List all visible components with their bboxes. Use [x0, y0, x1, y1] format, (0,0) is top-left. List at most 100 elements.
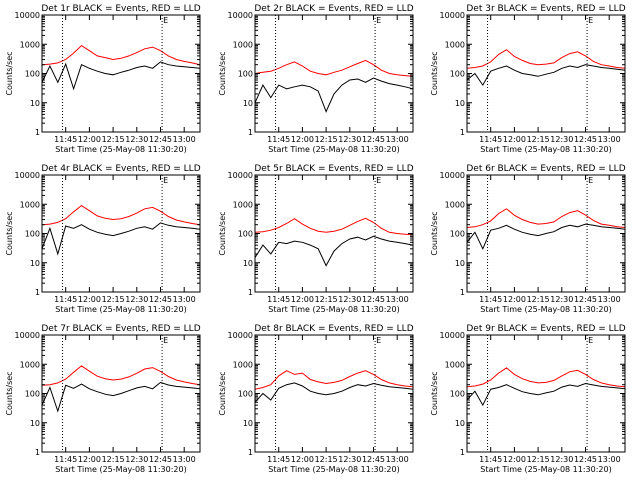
- marker-label: E: [376, 336, 381, 345]
- y-tick-label: 100: [238, 230, 253, 239]
- y-tick-label: 10: [243, 419, 253, 428]
- y-tick-label: 1: [248, 288, 253, 297]
- series-lld-line: [41, 204, 201, 226]
- x-tick-label: 11:45: [54, 135, 77, 144]
- x-axis-label: Start Time (25-May-08 11:30:20): [480, 305, 611, 314]
- y-tick-label: 1: [460, 448, 465, 457]
- y-tick-label: 10: [30, 419, 40, 428]
- x-tick-label: 12:45: [574, 295, 597, 304]
- y-axis-label: Counts/sec: [5, 51, 14, 95]
- x-tick-label: 12:30: [338, 455, 361, 464]
- x-tick-label: 11:45: [267, 455, 290, 464]
- y-tick-label: 10000: [440, 11, 465, 20]
- series-lld-line: [41, 365, 201, 386]
- series-events-line: [41, 61, 201, 91]
- series-events-line: [254, 77, 414, 113]
- marker-label: E: [376, 176, 381, 185]
- y-axis-label: Counts/sec: [430, 51, 439, 95]
- y-axis-label: Counts/sec: [218, 371, 227, 415]
- x-tick-label: 12:15: [102, 295, 125, 304]
- x-axis-label: Start Time (25-May-08 11:30:20): [268, 145, 399, 154]
- series-lld-line: [466, 49, 626, 69]
- panel-title: Det 4r BLACK = Events, RED = LLD: [41, 164, 200, 174]
- x-tick-label: 11:45: [479, 295, 502, 304]
- y-tick-label: 10000: [440, 331, 465, 340]
- y-tick-label: 1: [35, 288, 40, 297]
- y-tick-label: 1: [460, 128, 465, 137]
- x-axis-label: Start Time (25-May-08 11:30:20): [268, 305, 399, 314]
- marker-label: E: [163, 336, 168, 345]
- series-events-line: [41, 222, 201, 256]
- x-tick-label: 12:30: [125, 455, 148, 464]
- y-tick-label: 1000: [20, 200, 40, 209]
- marker-label: E: [163, 16, 168, 25]
- panel-det-9: Det 9r BLACK = Events, RED = LLD E 1 10 100 1…: [430, 324, 626, 474]
- x-tick-label: 12:15: [102, 455, 125, 464]
- panel-title: Det 2r BLACK = Events, RED = LLD: [254, 4, 413, 14]
- x-tick-label: 12:00: [78, 295, 101, 304]
- x-tick-label: 12:00: [78, 135, 101, 144]
- x-tick-label: 13:00: [386, 295, 409, 304]
- marker-label: E: [588, 336, 593, 345]
- y-tick-label: 10000: [15, 171, 40, 180]
- y-tick-label: 100: [450, 70, 465, 79]
- x-tick-label: 11:45: [267, 135, 290, 144]
- x-tick-label: 12:45: [362, 135, 385, 144]
- x-tick-label: 13:00: [173, 135, 196, 144]
- panel-title: Det 7r BLACK = Events, RED = LLD: [41, 324, 200, 334]
- x-tick-label: 11:45: [54, 295, 77, 304]
- series-events-line: [254, 235, 414, 267]
- y-tick-label: 1000: [20, 40, 40, 49]
- x-tick-label: 11:45: [267, 295, 290, 304]
- panel-det-1: Det 1r BLACK = Events, RED = LLD E 1 10 100 1…: [5, 4, 201, 154]
- series-events-line: [41, 381, 201, 413]
- panel-title: Det 6r BLACK = Events, RED = LLD: [466, 164, 625, 174]
- x-tick-label: 13:00: [598, 295, 621, 304]
- series-events-line: [466, 382, 626, 407]
- x-tick-label: 12:00: [78, 455, 101, 464]
- marker-label: E: [588, 176, 593, 185]
- x-tick-label: 12:45: [362, 295, 385, 304]
- y-tick-label: 1000: [445, 40, 465, 49]
- plot-frame: [466, 14, 626, 133]
- series-lld-line: [466, 367, 626, 388]
- series-events-line: [466, 64, 626, 87]
- y-tick-label: 1000: [233, 40, 253, 49]
- x-tick-label: 12:45: [149, 135, 172, 144]
- x-tick-label: 12:30: [550, 135, 573, 144]
- panel-det-3: Det 3r BLACK = Events, RED = LLD E 1 10 100 1…: [430, 4, 626, 154]
- x-tick-label: 12:00: [503, 135, 526, 144]
- series-lld-line: [254, 217, 414, 236]
- panel-title: Det 3r BLACK = Events, RED = LLD: [466, 4, 625, 14]
- plot-frame: [41, 14, 201, 133]
- x-tick-label: 12:30: [550, 295, 573, 304]
- x-tick-label: 12:00: [291, 295, 314, 304]
- y-tick-label: 1: [460, 288, 465, 297]
- y-tick-label: 10000: [228, 11, 253, 20]
- x-tick-label: 12:30: [338, 295, 361, 304]
- y-axis-label: Counts/sec: [5, 211, 14, 255]
- panel-title: Det 1r BLACK = Events, RED = LLD: [41, 4, 200, 14]
- y-tick-label: 10: [243, 259, 253, 268]
- x-tick-label: 12:15: [527, 135, 550, 144]
- y-axis-label: Counts/sec: [430, 371, 439, 415]
- y-tick-label: 100: [238, 390, 253, 399]
- x-tick-label: 12:00: [291, 455, 314, 464]
- x-tick-label: 12:45: [574, 455, 597, 464]
- x-tick-label: 12:45: [149, 455, 172, 464]
- panel-det-4: Det 4r BLACK = Events, RED = LLD E 1 10 100 1…: [5, 164, 201, 314]
- x-tick-label: 12:30: [125, 135, 148, 144]
- panel-det-6: Det 6r BLACK = Events, RED = LLD E 1 10 100 1…: [430, 164, 626, 314]
- y-tick-label: 1: [35, 128, 40, 137]
- y-tick-label: 100: [450, 230, 465, 239]
- y-tick-label: 10000: [15, 11, 40, 20]
- y-tick-label: 1000: [445, 360, 465, 369]
- y-tick-label: 1: [248, 448, 253, 457]
- y-tick-label: 100: [25, 70, 40, 79]
- x-tick-label: 12:00: [291, 135, 314, 144]
- y-tick-label: 10: [455, 99, 465, 108]
- x-tick-label: 11:45: [479, 135, 502, 144]
- x-tick-label: 11:45: [54, 455, 77, 464]
- panel-det-7: Det 7r BLACK = Events, RED = LLD E 1 10 100 1…: [5, 324, 201, 474]
- x-tick-label: 13:00: [173, 295, 196, 304]
